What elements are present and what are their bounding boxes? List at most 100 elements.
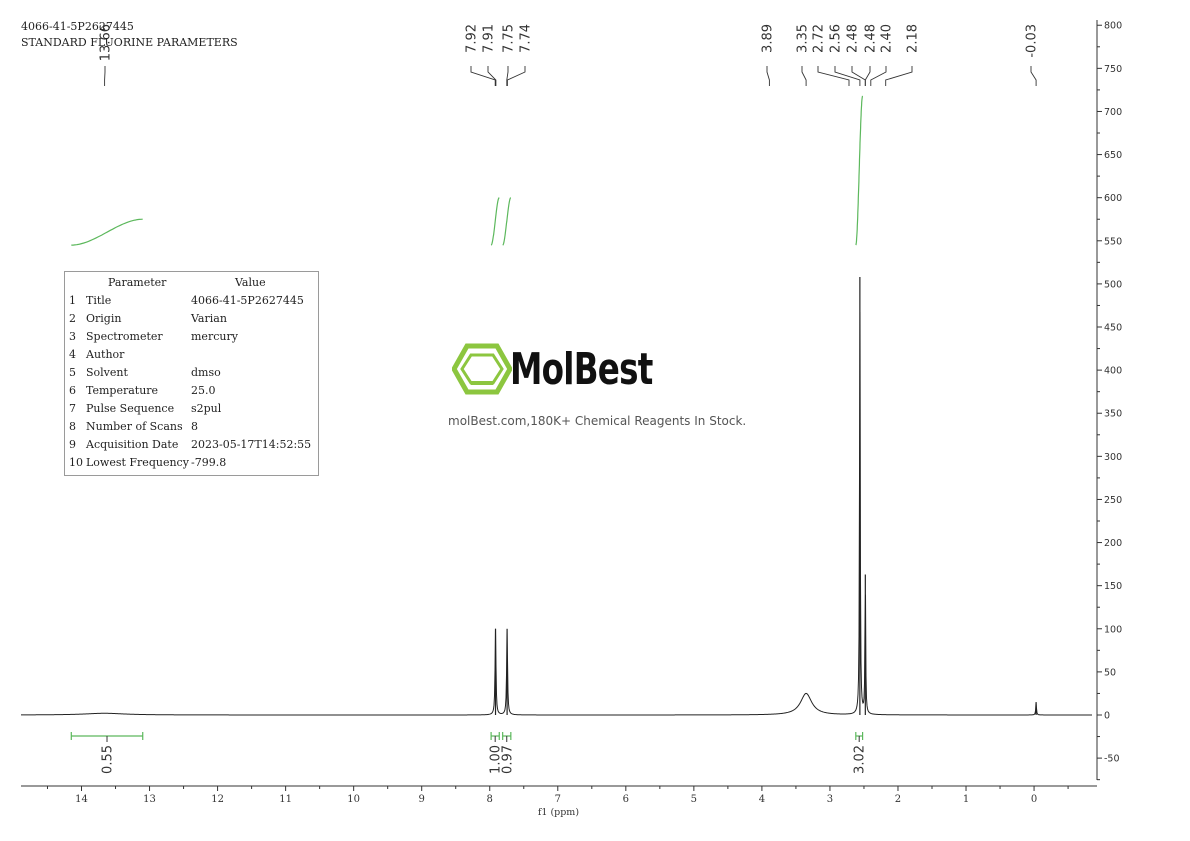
row-parameter: Number of Scans [86, 420, 183, 433]
table-row: 7 Pulse Sequence s2pul [65, 400, 318, 418]
x-tick-label: 5 [691, 794, 697, 805]
peak-label-leader [870, 66, 887, 86]
peak-label-leader [851, 66, 866, 86]
peak-label: 2.56 [829, 24, 844, 53]
x-tick-label: 1 [963, 794, 969, 805]
row-value: 2023-05-17T14:52:55 [191, 438, 312, 451]
y-tick-label: 600 [1104, 193, 1122, 204]
x-tick-label: 0 [1031, 794, 1037, 805]
row-parameter: Temperature [86, 384, 159, 397]
row-index: 2 [69, 312, 76, 325]
integral-value-label: 0.97 [500, 745, 515, 774]
row-value: s2pul [191, 402, 222, 415]
y-tick-label: 800 [1104, 21, 1122, 32]
spectrum-trace [21, 311, 1092, 716]
x-tick-label: 11 [279, 794, 292, 805]
row-parameter: Pulse Sequence [86, 402, 175, 415]
parameter-table-header: Parameter Value [65, 274, 318, 292]
x-tick-label: 14 [75, 794, 88, 805]
peak-label-leader [470, 66, 496, 86]
row-index: 4 [69, 348, 76, 361]
y-tick-label: 350 [1104, 409, 1122, 420]
row-index: 1 [69, 294, 76, 307]
sample-id-header: 4066-41-5P2627445 [21, 20, 134, 33]
x-tick-label: 7 [555, 794, 561, 805]
row-parameter: Lowest Frequency [86, 456, 189, 469]
table-row: 9 Acquisition Date 2023-05-17T14:52:55 [65, 436, 318, 454]
x-tick-label: 13 [143, 794, 156, 805]
x-tick-label: 10 [347, 794, 360, 805]
row-value: -799.8 [191, 456, 227, 469]
y-tick-label: 750 [1104, 64, 1122, 75]
peak-label-leader [506, 66, 509, 86]
x-tick-label: 4 [759, 794, 765, 805]
row-parameter: Title [86, 294, 112, 307]
y-tick-label: 250 [1104, 495, 1122, 506]
peak-label: 7.92 [465, 24, 480, 53]
row-parameter: Solvent [86, 366, 128, 379]
x-axis-label: f1 (ppm) [538, 807, 579, 818]
experiment-header: STANDARD FLUORINE PARAMETERS [21, 36, 238, 49]
x-tick-label: 6 [623, 794, 629, 805]
integral-curve [490, 197, 500, 246]
peak-label: 2.48 [864, 24, 879, 53]
brand-slogan: molBest.com,180K+ Chemical Reagents In S… [448, 414, 747, 428]
y-tick-label: 450 [1104, 323, 1122, 334]
peak-label: 2.40 [880, 24, 895, 53]
peak-label-leader [1030, 66, 1037, 86]
peak-label: 7.75 [502, 24, 517, 53]
row-value: 25.0 [191, 384, 216, 397]
peak-label-leader [817, 66, 850, 86]
row-parameter: Author [86, 348, 125, 361]
y-tick-label: 150 [1104, 581, 1122, 592]
row-value: 4066-41-5P2627445 [191, 294, 304, 307]
row-index: 9 [69, 438, 76, 451]
x-tick-label: 3 [827, 794, 833, 805]
peak-label: 7.91 [482, 24, 497, 53]
parameter-table: Parameter Value 1 Title 4066-41-5P262744… [64, 271, 319, 476]
row-index: 8 [69, 420, 76, 433]
row-parameter: Acquisition Date [86, 438, 179, 451]
peak-label: 2.72 [812, 24, 827, 53]
y-tick-label: 50 [1104, 667, 1116, 678]
integral-value-label: 0.55 [101, 745, 116, 774]
peak-label: 2.48 [846, 24, 861, 53]
peak-label-leader [801, 66, 807, 86]
row-index: 5 [69, 366, 76, 379]
y-tick-label: -50 [1104, 754, 1120, 765]
peak-label: 3.35 [796, 24, 811, 53]
table-row: 4 Author [65, 346, 318, 364]
y-tick-label: 500 [1104, 279, 1122, 290]
peak-label: 7.74 [519, 24, 534, 53]
peak-label: 2.18 [906, 24, 921, 53]
table-row: 5 Solvent dmso [65, 364, 318, 382]
y-tick-label: 200 [1104, 538, 1122, 549]
peak-label-leader [864, 66, 871, 86]
integral-curve [71, 218, 143, 246]
x-tick-label: 8 [487, 794, 493, 805]
row-parameter: Origin [86, 312, 122, 325]
x-tick-label: 9 [419, 794, 425, 805]
row-index: 3 [69, 330, 76, 343]
x-tick-label: 12 [211, 794, 224, 805]
row-parameter: Spectrometer [86, 330, 163, 343]
y-tick-label: 700 [1104, 107, 1122, 118]
peak-label: -0.03 [1025, 24, 1040, 58]
peak-label-leader [506, 66, 526, 86]
x-tick-label: 2 [895, 794, 901, 805]
molbest-logo-icon [452, 343, 512, 395]
row-index: 7 [69, 402, 76, 415]
peak-label: 13.66 [99, 24, 114, 61]
table-row: 6 Temperature 25.0 [65, 382, 318, 400]
row-index: 10 [69, 456, 83, 469]
table-row: 1 Title 4066-41-5P2627445 [65, 292, 318, 310]
integral-value-label: 3.02 [853, 745, 868, 774]
integral-value-label: 1.00 [489, 745, 504, 774]
table-row: 3 Spectrometer mercury [65, 328, 318, 346]
table-row: 10 Lowest Frequency -799.8 [65, 454, 318, 472]
peak-label-leader [885, 66, 913, 86]
row-value: dmso [191, 366, 221, 379]
table-row: 2 Origin Varian [65, 310, 318, 328]
row-value: mercury [191, 330, 238, 343]
